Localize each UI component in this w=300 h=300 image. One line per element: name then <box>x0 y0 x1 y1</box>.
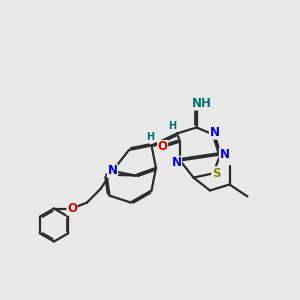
Text: N: N <box>171 156 182 170</box>
Text: S: S <box>212 167 220 180</box>
Text: NH: NH <box>192 97 212 110</box>
Text: N: N <box>219 148 230 161</box>
Text: N: N <box>107 164 118 178</box>
Text: H: H <box>168 121 177 131</box>
Text: O: O <box>158 140 168 154</box>
Text: H: H <box>146 132 154 142</box>
Text: N: N <box>209 126 220 139</box>
Text: O: O <box>67 202 77 215</box>
